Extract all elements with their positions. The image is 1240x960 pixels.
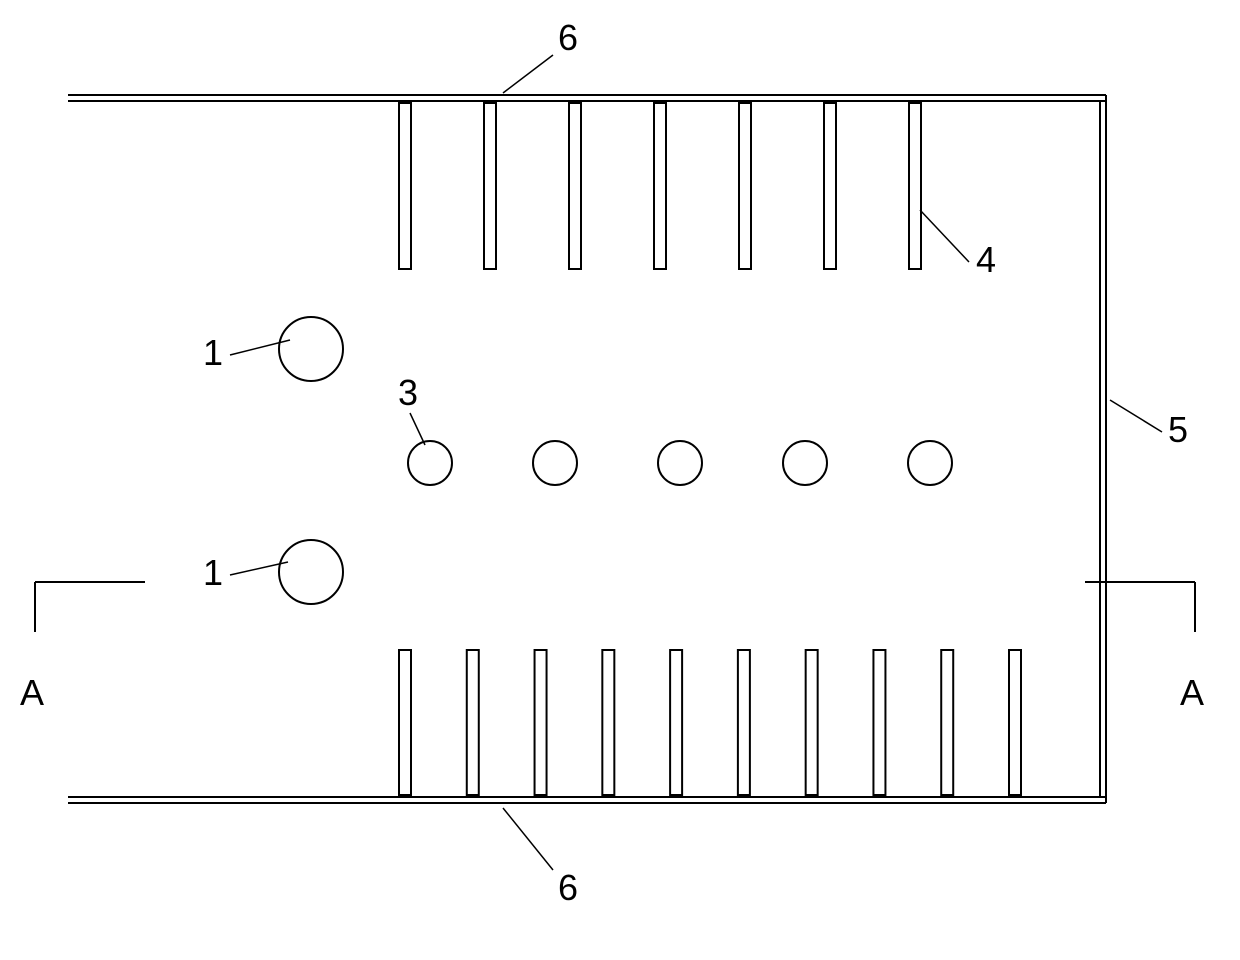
label-6-bottom: 6 <box>558 867 578 908</box>
label-5: 5 <box>1168 409 1188 450</box>
label-1-bottom: 1 <box>203 552 223 593</box>
label-3: 3 <box>398 372 418 413</box>
label-1-top: 1 <box>203 332 223 373</box>
label-4: 4 <box>976 239 996 280</box>
technical-diagram: 1 1 3 4 5 6 6 A A <box>0 0 1240 960</box>
label-A-left: A <box>20 672 44 713</box>
label-A-right: A <box>1180 672 1204 713</box>
label-6-top: 6 <box>558 17 578 58</box>
